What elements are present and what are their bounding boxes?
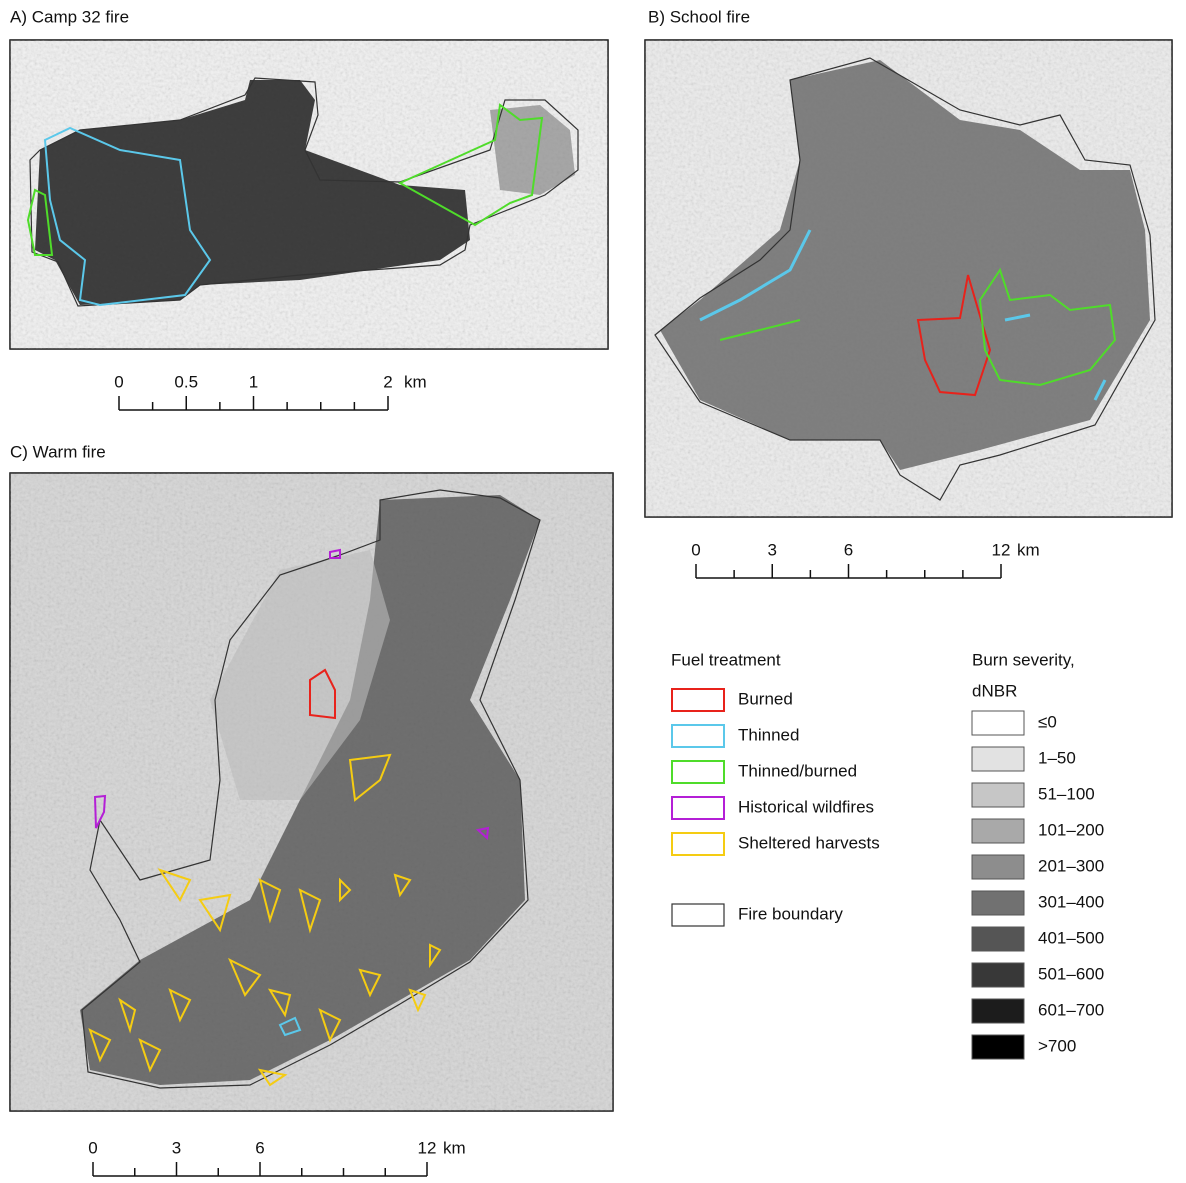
legend-swatch — [672, 833, 724, 855]
fuel-legend: Fuel treatment Burned Thinned Thinned/burn… — [671, 650, 880, 855]
legend-label: >700 — [1038, 1036, 1076, 1055]
legend-label: ≤0 — [1038, 712, 1057, 731]
boundary-legend: Fire boundary — [672, 904, 843, 926]
legend-swatch — [672, 904, 724, 926]
scale-unit: km — [404, 372, 427, 391]
legend-swatch — [672, 725, 724, 747]
legend-label: 1–50 — [1038, 748, 1076, 767]
legend-swatch — [972, 819, 1024, 843]
panel-title: B) School fire — [648, 7, 750, 26]
figure: A) Camp 32 fire 00.512km B) School fire … — [0, 0, 1186, 1183]
legend-swatch — [972, 783, 1024, 807]
legend-swatch — [972, 963, 1024, 987]
map-a — [10, 40, 608, 349]
panel-title: A) Camp 32 fire — [10, 7, 129, 26]
legend-title: Burn severity, — [972, 650, 1075, 669]
legend-label: 501–600 — [1038, 964, 1104, 983]
legend-label: Thinned/burned — [738, 761, 857, 780]
scale-label: 12 — [992, 540, 1011, 559]
scale-label: 2 — [383, 372, 392, 391]
scale-bar: 0 0.5 1 2 km — [114, 372, 426, 410]
legend-label: Sheltered harvests — [738, 833, 880, 852]
scale-label: 12 — [418, 1138, 437, 1157]
scale-bar: 0 3 6 12 km — [88, 1138, 465, 1176]
legend-label: Historical wildfires — [738, 797, 874, 816]
scale-unit: km — [1017, 540, 1040, 559]
legend-title: dNBR — [972, 681, 1017, 700]
legend-label: 201–300 — [1038, 856, 1104, 875]
legend-swatch — [972, 711, 1024, 735]
map-b — [645, 40, 1172, 517]
legend-label: Fire boundary — [738, 904, 843, 923]
legend-label: Thinned — [738, 725, 799, 744]
panel-title: C) Warm fire — [10, 442, 106, 461]
scale-label: 3 — [172, 1138, 181, 1157]
scale-label: 0 — [691, 540, 700, 559]
scale-label: 0 — [114, 372, 123, 391]
legend-swatch — [672, 797, 724, 819]
scale-unit: km — [443, 1138, 466, 1157]
scale-label: 0 — [88, 1138, 97, 1157]
map-c — [10, 473, 613, 1111]
legend-label: 401–500 — [1038, 928, 1104, 947]
scale-label: 3 — [768, 540, 777, 559]
legend-swatch — [672, 761, 724, 783]
legend-swatch — [972, 855, 1024, 879]
scale-label: 0.5 — [174, 372, 198, 391]
legend-swatch — [972, 927, 1024, 951]
legend-swatch — [972, 999, 1024, 1023]
scale-bar: 0 3 6 12 km — [691, 540, 1039, 578]
legend-label: 101–200 — [1038, 820, 1104, 839]
legend-swatch — [672, 689, 724, 711]
legend-label: 601–700 — [1038, 1000, 1104, 1019]
legend-label: Burned — [738, 689, 793, 708]
scale-label: 6 — [844, 540, 853, 559]
scale-label: 6 — [255, 1138, 264, 1157]
severity-legend: Burn severity, dNBR ≤0 1–50 51–100 101–200 2… — [972, 650, 1104, 1059]
legend-swatch — [972, 747, 1024, 771]
legend-swatch — [972, 1035, 1024, 1059]
legend-label: 301–400 — [1038, 892, 1104, 911]
legend-title: Fuel treatment — [671, 650, 781, 669]
scale-label: 1 — [249, 372, 258, 391]
legend-swatch — [972, 891, 1024, 915]
legend-label: 51–100 — [1038, 784, 1095, 803]
